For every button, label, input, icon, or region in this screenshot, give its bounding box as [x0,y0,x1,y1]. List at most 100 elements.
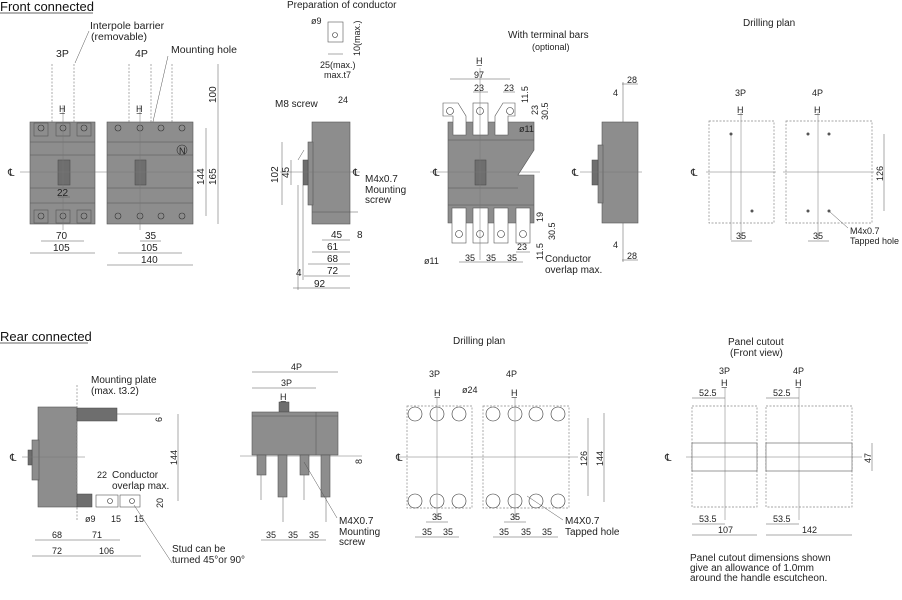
dim-72: 72 [52,546,62,556]
label-3p: 3P [281,378,292,388]
dim-70: 70 [56,231,68,242]
panel-cutout: Panel cutout (Front view) 3P 4P H̲ H̲ 52… [664,337,873,584]
mounting-plate-label: Mounting plate [91,375,157,386]
dim-4: 4 [296,268,302,279]
handle-centerline-symbol: H̲ [721,378,728,388]
dim-10-max: 10(max.) [352,20,362,56]
dim-4: 4 [613,240,618,250]
neutral-pole-mark: N [179,146,186,156]
removable-label: (removable) [91,31,147,43]
dim-dia-11: ø11 [424,256,439,266]
dim-30-5: 30.5 [540,102,550,120]
stud-holes [407,406,566,509]
handle-centerline-symbol: H̲ [795,378,802,388]
section-title-rear-connected: Rear connected [0,329,92,344]
m4-label: M4x0.7 [850,226,880,236]
dim-53-5: 53.5 [773,514,791,524]
drilling-plan-title: Drilling plan [453,336,505,347]
leader-line [74,30,90,64]
rear-connected-section: Rear connected Mounting plate (max. t3.2… [0,329,380,566]
dim-142: 142 [802,525,817,535]
dim-107: 107 [718,525,733,535]
dim-19: 19 [535,212,545,222]
conductor-label: Conductor [112,470,159,481]
dim-30-5: 30.5 [547,222,557,240]
handle-centerline-symbol: H̲ [136,104,143,114]
dim-22: 22 [97,470,107,480]
conductor-tip [327,21,344,43]
section-title-front-connected: Front connected [0,0,94,14]
dim-45: 45 [281,166,292,178]
label-3p: 3P [56,48,69,60]
label-4p: 4P [793,366,804,376]
dim-72: 72 [327,266,339,277]
label-3p: 3P [719,366,730,376]
label-3p: 3P [429,369,440,379]
stud-note-line2: turned 45°or 90° [172,555,245,566]
dim-35: 35 [507,253,517,263]
dim-105: 105 [53,243,70,254]
dim-11-5: 11.5 [520,86,530,103]
dim-23: 23 [530,105,540,115]
rear-stud-bottom [76,493,93,508]
max-thickness-t7: max.t7 [324,70,351,80]
dim-dia-9: ø9 [311,16,322,26]
dim-28: 28 [627,75,637,85]
dim-35: 35 [432,512,442,522]
panel-cutout-subtitle: (Front view) [730,348,783,359]
dim-25-max: 25(max.) [320,60,356,70]
centerline-symbol: ℄ [571,168,579,179]
terminal-bars-view: With terminal bars (optional) H̲ ℄ 97 23… [424,30,642,276]
centerline-symbol: ℄ [664,453,672,464]
handle-centerline-symbol: H̲ [476,56,483,66]
dim-35: 35 [465,253,475,263]
dim-24: 24 [338,95,348,105]
terminal-bars-title: With terminal bars [508,30,589,41]
stud-note-line1: Stud can be [172,544,226,555]
overlap-max-label: overlap max. [545,265,602,276]
dim-35: 35 [521,527,531,537]
bottom-terminal-bars [451,207,531,244]
dim-106: 106 [99,546,114,556]
mounting-label: Mounting [365,185,406,196]
dim-15: 15 [111,514,121,524]
centerline-symbol: ℄ [9,453,17,464]
handle-centerline-symbol: H̲ [511,388,518,398]
dim-52-5: 52.5 [699,388,717,398]
centerline-symbol: ℄ [432,168,440,179]
centerline-symbol: ℄ [395,453,403,464]
handle-centerline-symbol: H̲ [434,388,441,398]
dim-35: 35 [309,530,319,540]
handle-centerline-symbol: H̲ [59,104,66,114]
dim-35: 35 [422,527,432,537]
dim-35: 35 [736,231,746,241]
dim-35: 35 [288,530,298,540]
dim-97: 97 [474,70,484,80]
label-4p: 4P [291,362,302,372]
dim-53-5: 53.5 [699,514,717,524]
panel-note-line2: give an allowance of 1.0mm [690,563,814,574]
screw-label: screw [365,195,392,206]
panel-note-line3: around the handle escutcheon. [690,573,827,584]
tapped-hole-label: Tapped hole [565,527,620,538]
dim-71: 71 [92,530,102,540]
side-view-front-connected: M8 screw 24 102 45 ℄ M4x0.7 Mounting scr… [270,95,406,290]
m8-screw-label: M8 screw [275,99,319,110]
dim-35: 35 [486,253,496,263]
m4-label: M4X0.7 [339,516,374,527]
centerline-symbol: ℄ [7,168,15,179]
conductor-label: Conductor [545,254,592,265]
dim-61: 61 [327,242,339,253]
preparation-title: Preparation of conductor [287,0,397,11]
dim-dia-24: ø24 [462,385,478,395]
screw-label: screw [339,537,366,548]
dim-165: 165 [208,168,219,185]
dim-dia-9: ø9 [85,514,96,524]
dim-4: 4 [613,88,618,98]
dim-15: 15 [134,514,144,524]
dim-35: 35 [510,512,520,522]
dim-22: 22 [57,188,69,199]
dim-47: 47 [863,453,873,463]
dim-35: 35 [443,527,453,537]
